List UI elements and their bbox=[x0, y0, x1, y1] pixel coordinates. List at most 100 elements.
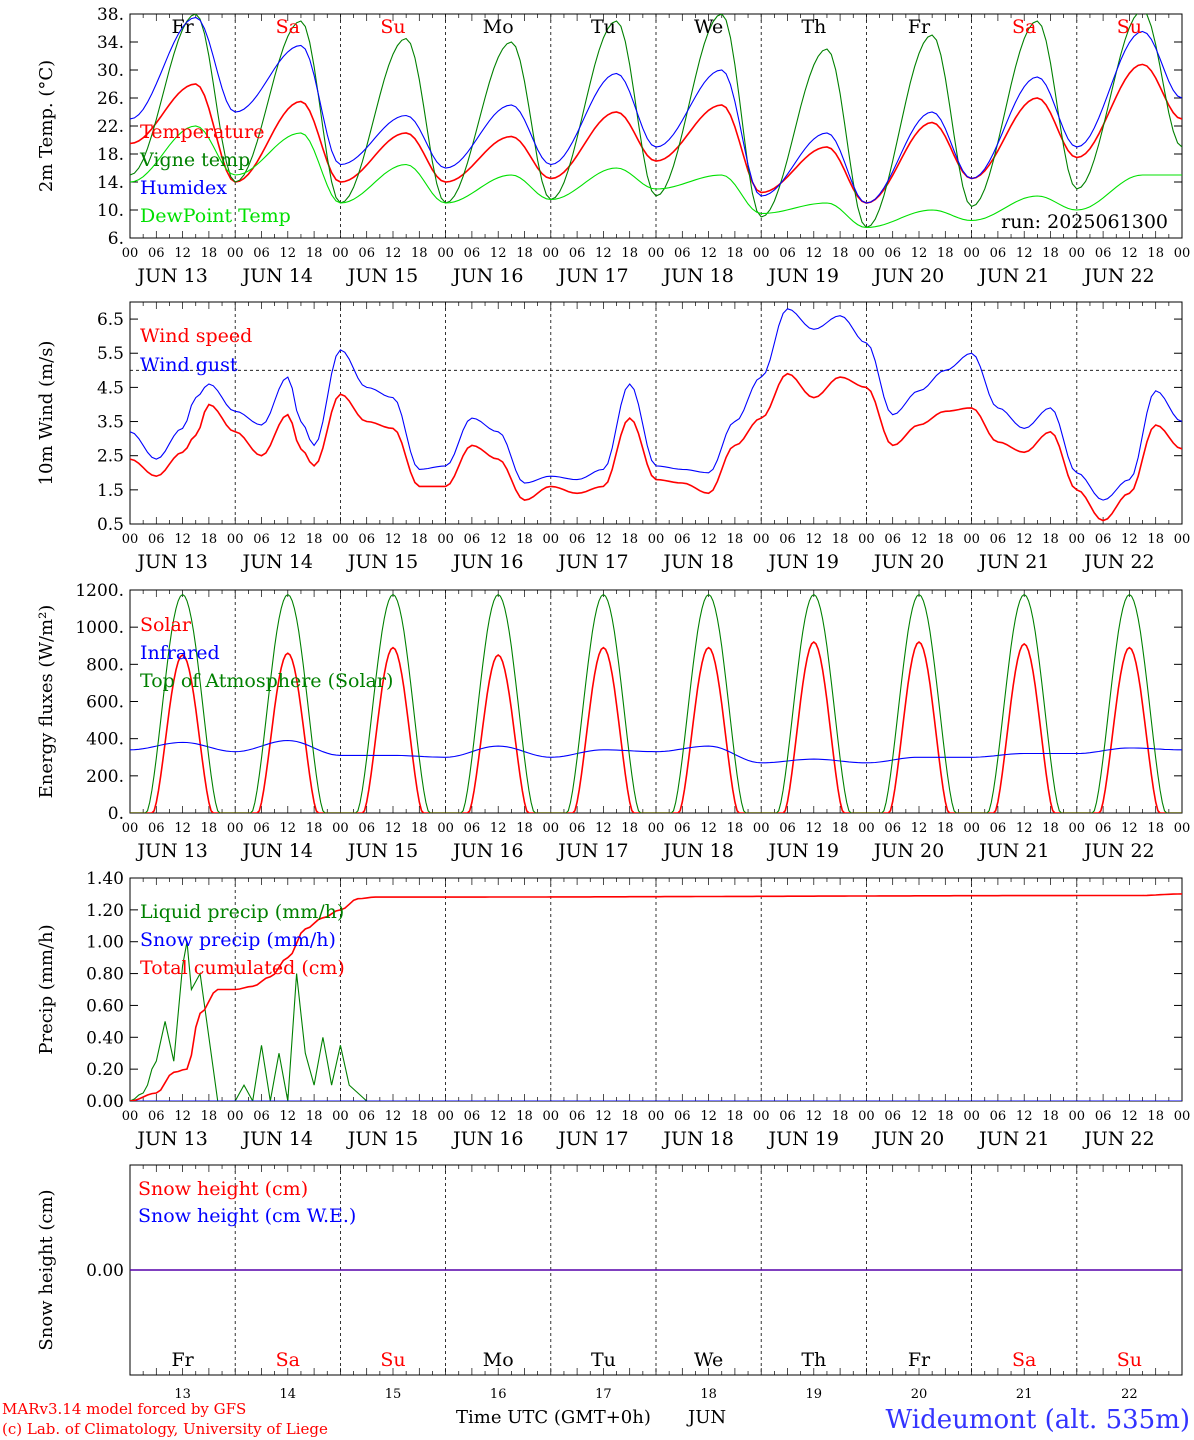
hour-label: 00 bbox=[648, 246, 665, 261]
weekday-label: Sa bbox=[276, 1349, 300, 1371]
hour-label: 06 bbox=[358, 532, 375, 547]
hour-label: 00 bbox=[753, 821, 770, 836]
hour-label: 06 bbox=[674, 246, 691, 261]
hour-label: 06 bbox=[884, 246, 901, 261]
hour-label: 18 bbox=[937, 1109, 954, 1124]
hour-label: 12 bbox=[1121, 821, 1138, 836]
y-tick-label: 1.00 bbox=[86, 933, 124, 953]
hour-label: 12 bbox=[595, 821, 612, 836]
hour-label: 12 bbox=[174, 821, 191, 836]
x-axis-title: Time UTC (GMT+0h) bbox=[456, 1407, 651, 1428]
hour-label: 06 bbox=[990, 821, 1007, 836]
y-tick-label: 2.5 bbox=[97, 447, 124, 467]
y-tick-label: 800. bbox=[86, 655, 124, 675]
y-tick-label: 26. bbox=[97, 89, 124, 109]
hour-label: 06 bbox=[569, 1109, 586, 1124]
date-label: JUN 20 bbox=[872, 1128, 944, 1150]
hour-label: 06 bbox=[358, 821, 375, 836]
weekday-label: Tu bbox=[591, 16, 616, 38]
model-credit: MARv3.14 model forced by GFS bbox=[2, 1400, 246, 1418]
day-number: 13 bbox=[174, 1387, 191, 1402]
weekday-label: Su bbox=[1117, 1349, 1142, 1371]
y-tick-label: 30. bbox=[97, 61, 124, 81]
hour-label: 06 bbox=[674, 532, 691, 547]
date-label: JUN 13 bbox=[135, 551, 207, 573]
hour-label: 00 bbox=[753, 246, 770, 261]
hour-label: 12 bbox=[280, 1109, 297, 1124]
date-label: JUN 22 bbox=[1082, 265, 1154, 287]
hour-label: 00 bbox=[122, 532, 139, 547]
hour-label: 00 bbox=[963, 246, 980, 261]
hour-label: 12 bbox=[806, 246, 823, 261]
hour-label: 06 bbox=[253, 821, 270, 836]
hour-label: 06 bbox=[1095, 821, 1112, 836]
hour-label: 00 bbox=[1174, 246, 1191, 261]
hour-label: 18 bbox=[621, 1109, 638, 1124]
hour-label: 18 bbox=[1042, 532, 1059, 547]
y-tick-label: 600. bbox=[86, 693, 124, 713]
panel-snow: 0.00 Snow height (cm) Snow height (cm) Snow… bbox=[36, 1164, 1183, 1376]
date-label: JUN 21 bbox=[977, 551, 1049, 573]
station-title: Wideumont (alt. 535m) bbox=[886, 1405, 1190, 1435]
day-number: 19 bbox=[806, 1387, 823, 1402]
run-label: run: 2025061300 bbox=[1001, 211, 1168, 233]
hour-label: 12 bbox=[911, 246, 928, 261]
y-tick-label: 1.20 bbox=[86, 901, 124, 921]
hour-label: 12 bbox=[280, 532, 297, 547]
weekday-label: Mo bbox=[483, 16, 514, 38]
date-label: JUN 19 bbox=[767, 265, 839, 287]
y-tick-label: 0.00 bbox=[86, 1092, 124, 1112]
hour-ticks bbox=[129, 302, 1183, 524]
date-label: JUN 15 bbox=[346, 265, 418, 287]
day-number: 22 bbox=[1121, 1387, 1138, 1402]
hour-label: 06 bbox=[674, 821, 691, 836]
hour-label: 12 bbox=[385, 821, 402, 836]
hour-label: 06 bbox=[779, 246, 796, 261]
date-label: JUN 16 bbox=[451, 551, 523, 573]
hour-label: 12 bbox=[1016, 532, 1033, 547]
hour-label: 12 bbox=[700, 821, 717, 836]
hour-label: 00 bbox=[648, 821, 665, 836]
hour-label: 06 bbox=[674, 1109, 691, 1124]
y-tick-label: 0.00 bbox=[86, 1261, 124, 1281]
hour-label: 00 bbox=[858, 1109, 875, 1124]
date-label: JUN 20 bbox=[872, 840, 944, 862]
weekday-label: Su bbox=[380, 1349, 405, 1371]
hour-label: 00 bbox=[437, 532, 454, 547]
hour-label: 18 bbox=[306, 821, 323, 836]
y-tick-label: 200. bbox=[86, 767, 124, 787]
hour-label: 18 bbox=[411, 821, 428, 836]
hour-label: 12 bbox=[911, 821, 928, 836]
hour-label: 18 bbox=[201, 1109, 218, 1124]
weekday-label: Th bbox=[801, 16, 826, 38]
hour-label: 18 bbox=[937, 246, 954, 261]
hour-label: 06 bbox=[148, 532, 165, 547]
hour-label: 12 bbox=[490, 821, 507, 836]
hour-label: 06 bbox=[148, 246, 165, 261]
weekday-label: We bbox=[694, 1349, 723, 1371]
weekday-label: Su bbox=[380, 16, 405, 38]
y-tick-label: 0.20 bbox=[86, 1060, 124, 1080]
hour-label: 06 bbox=[253, 532, 270, 547]
hour-label: 18 bbox=[306, 532, 323, 547]
hour-label: 00 bbox=[332, 246, 349, 261]
hour-label: 12 bbox=[700, 532, 717, 547]
hour-label: 06 bbox=[358, 246, 375, 261]
hour-label: 00 bbox=[543, 246, 560, 261]
hour-label: 00 bbox=[1069, 532, 1086, 547]
date-label: JUN 18 bbox=[661, 265, 733, 287]
date-label: JUN 16 bbox=[451, 840, 523, 862]
hour-label: 00 bbox=[648, 532, 665, 547]
hour-label: 18 bbox=[1042, 246, 1059, 261]
hour-label: 00 bbox=[227, 821, 244, 836]
hour-label: 00 bbox=[332, 1109, 349, 1124]
hour-label: 00 bbox=[753, 1109, 770, 1124]
legend-entry: Top of Atmosphere (Solar) bbox=[140, 670, 393, 692]
date-label: JUN 19 bbox=[767, 551, 839, 573]
hour-label: 00 bbox=[543, 1109, 560, 1124]
hour-label: 06 bbox=[148, 1109, 165, 1124]
hour-label: 06 bbox=[464, 532, 481, 547]
panel-frame bbox=[129, 589, 1183, 814]
legend-entry: Total cumulated (cm) bbox=[140, 957, 345, 979]
